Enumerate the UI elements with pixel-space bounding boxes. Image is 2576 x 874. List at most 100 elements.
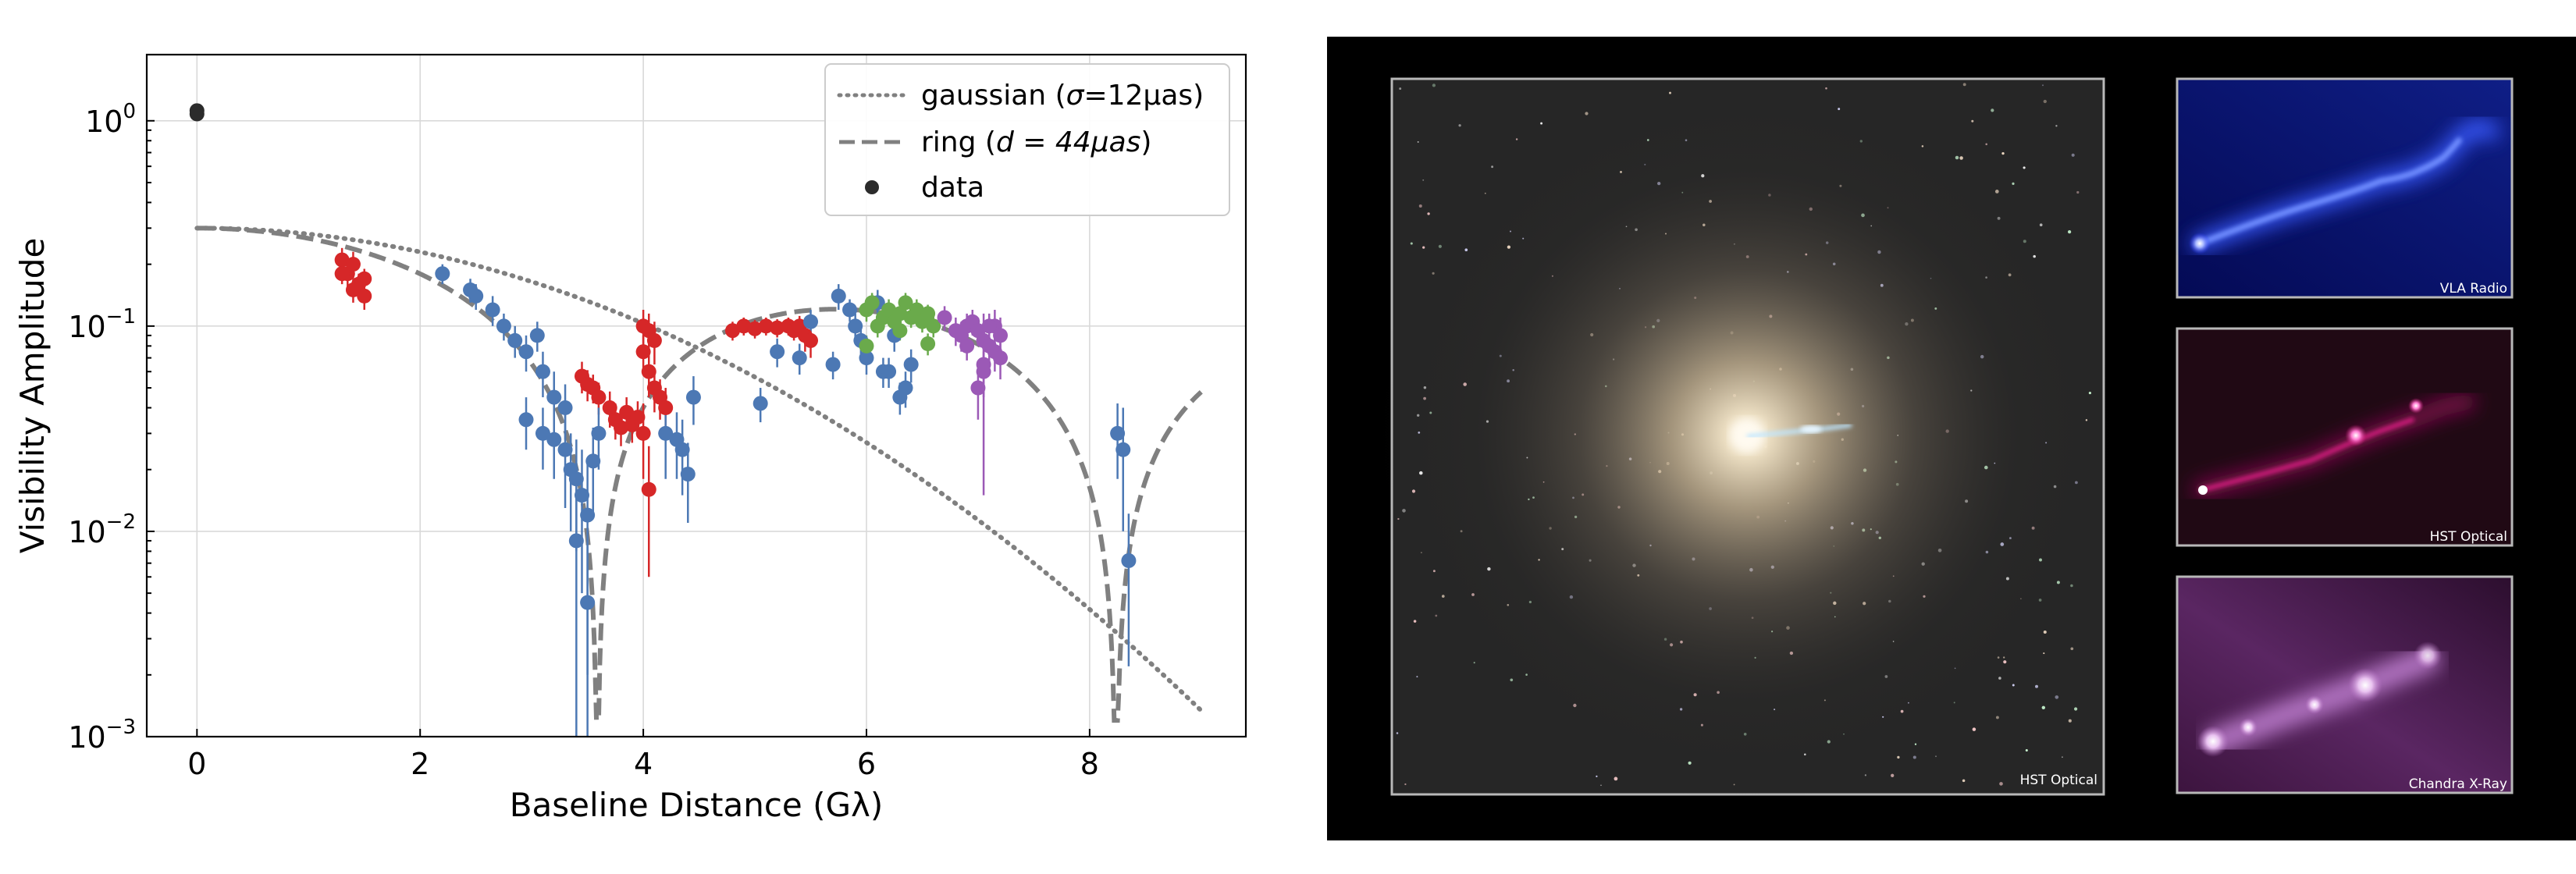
star [2073, 707, 2078, 711]
data-point [993, 350, 1009, 366]
star [1432, 83, 1436, 87]
star [1962, 779, 1966, 783]
data-point [970, 380, 986, 396]
data-point [619, 404, 635, 420]
star [1404, 783, 1407, 786]
star [2043, 99, 2047, 104]
data-point [926, 318, 941, 334]
image-panel: HST Optical VLA Radio HST Optical [1327, 37, 2576, 840]
star [1985, 143, 1987, 146]
star [2067, 229, 2072, 234]
visibility-chart: 0 2 4 6 8 10−3 10−2 10−1 100 Baseline Distance … [13, 53, 1247, 824]
data-point [859, 350, 874, 366]
star [1891, 773, 1895, 777]
data-point [345, 257, 361, 272]
data-point [770, 344, 785, 360]
data-point [770, 320, 785, 336]
data-point [518, 344, 534, 360]
data-point [518, 412, 534, 428]
data-point [574, 488, 589, 503]
data-point [614, 420, 629, 435]
data-point [580, 507, 596, 523]
star [1991, 108, 1994, 112]
star [2070, 647, 2074, 651]
star [1971, 119, 1974, 123]
vla-inset-label: VLA Radio [2440, 281, 2507, 297]
star [2025, 748, 2028, 752]
data-point [1121, 552, 1137, 568]
plot-frame [145, 53, 1247, 738]
star [2055, 125, 2058, 127]
star [2035, 684, 2038, 688]
data-point [803, 332, 819, 348]
star [1410, 242, 1413, 245]
x-tick-label: 4 [634, 747, 653, 781]
data-point [357, 288, 372, 304]
data-point [920, 306, 936, 322]
vla-radio-inset: VLA Radio [2176, 77, 2514, 299]
star [2071, 153, 2075, 157]
data-point [859, 338, 874, 354]
data-point [496, 318, 511, 334]
star [2076, 190, 2080, 194]
x-tick-label: 0 [187, 747, 206, 781]
legend-box [824, 63, 1230, 216]
data-point [546, 389, 562, 405]
star [2001, 151, 2005, 155]
star [1422, 179, 1425, 181]
data-point [435, 266, 450, 282]
data-point [585, 453, 601, 469]
data-point [334, 252, 350, 268]
data-point [646, 332, 662, 348]
star [2055, 695, 2059, 699]
star [1413, 620, 1417, 623]
data-point [747, 321, 763, 336]
x-axis-label: Baseline Distance (Gλ) [510, 786, 884, 824]
data-point [993, 328, 1009, 343]
y-tick-labels: 10−3 10−2 10−1 100 [68, 100, 136, 755]
data-point [842, 302, 858, 318]
data-point [898, 295, 913, 311]
data-point [848, 318, 863, 334]
data-point [635, 425, 651, 441]
galaxy-jet-knot [1800, 425, 1822, 433]
legend-ring-label: ring (d = 44μas) [921, 126, 1151, 158]
data-point [546, 432, 562, 447]
data-point [591, 389, 607, 405]
data-point [557, 442, 573, 457]
data-point [920, 336, 936, 352]
data-point [535, 425, 550, 441]
star [1422, 246, 1425, 249]
data-point [580, 595, 596, 610]
data-point [753, 396, 768, 411]
data-point [981, 318, 997, 334]
star [1540, 122, 1543, 125]
data-point [485, 302, 500, 318]
data-point [591, 425, 607, 441]
star [1399, 87, 1402, 91]
data-point [758, 318, 774, 334]
star [2023, 166, 2026, 169]
data-point [334, 266, 350, 282]
star [1515, 138, 1518, 140]
data-point [903, 357, 919, 372]
ring-model-curve [197, 226, 1203, 723]
main-image-label: HST Optical [2020, 773, 2097, 788]
star [1995, 716, 1999, 719]
star [1418, 204, 1422, 208]
main-galaxy-image: HST Optical [1372, 69, 2122, 802]
data-point [792, 350, 807, 366]
data-point [892, 306, 908, 322]
data-point [557, 400, 573, 416]
data-point [959, 338, 975, 354]
data-point [641, 364, 656, 379]
data-point [685, 389, 701, 405]
data-point [658, 425, 674, 441]
data-point [909, 302, 924, 318]
star [1962, 83, 1966, 87]
data-point [507, 332, 523, 348]
gaussian-model-curve [194, 226, 1204, 713]
y-tick-label: 10−3 [68, 716, 136, 755]
legend-gaussian-label: gaussian (σ=12μas) [921, 80, 1204, 112]
